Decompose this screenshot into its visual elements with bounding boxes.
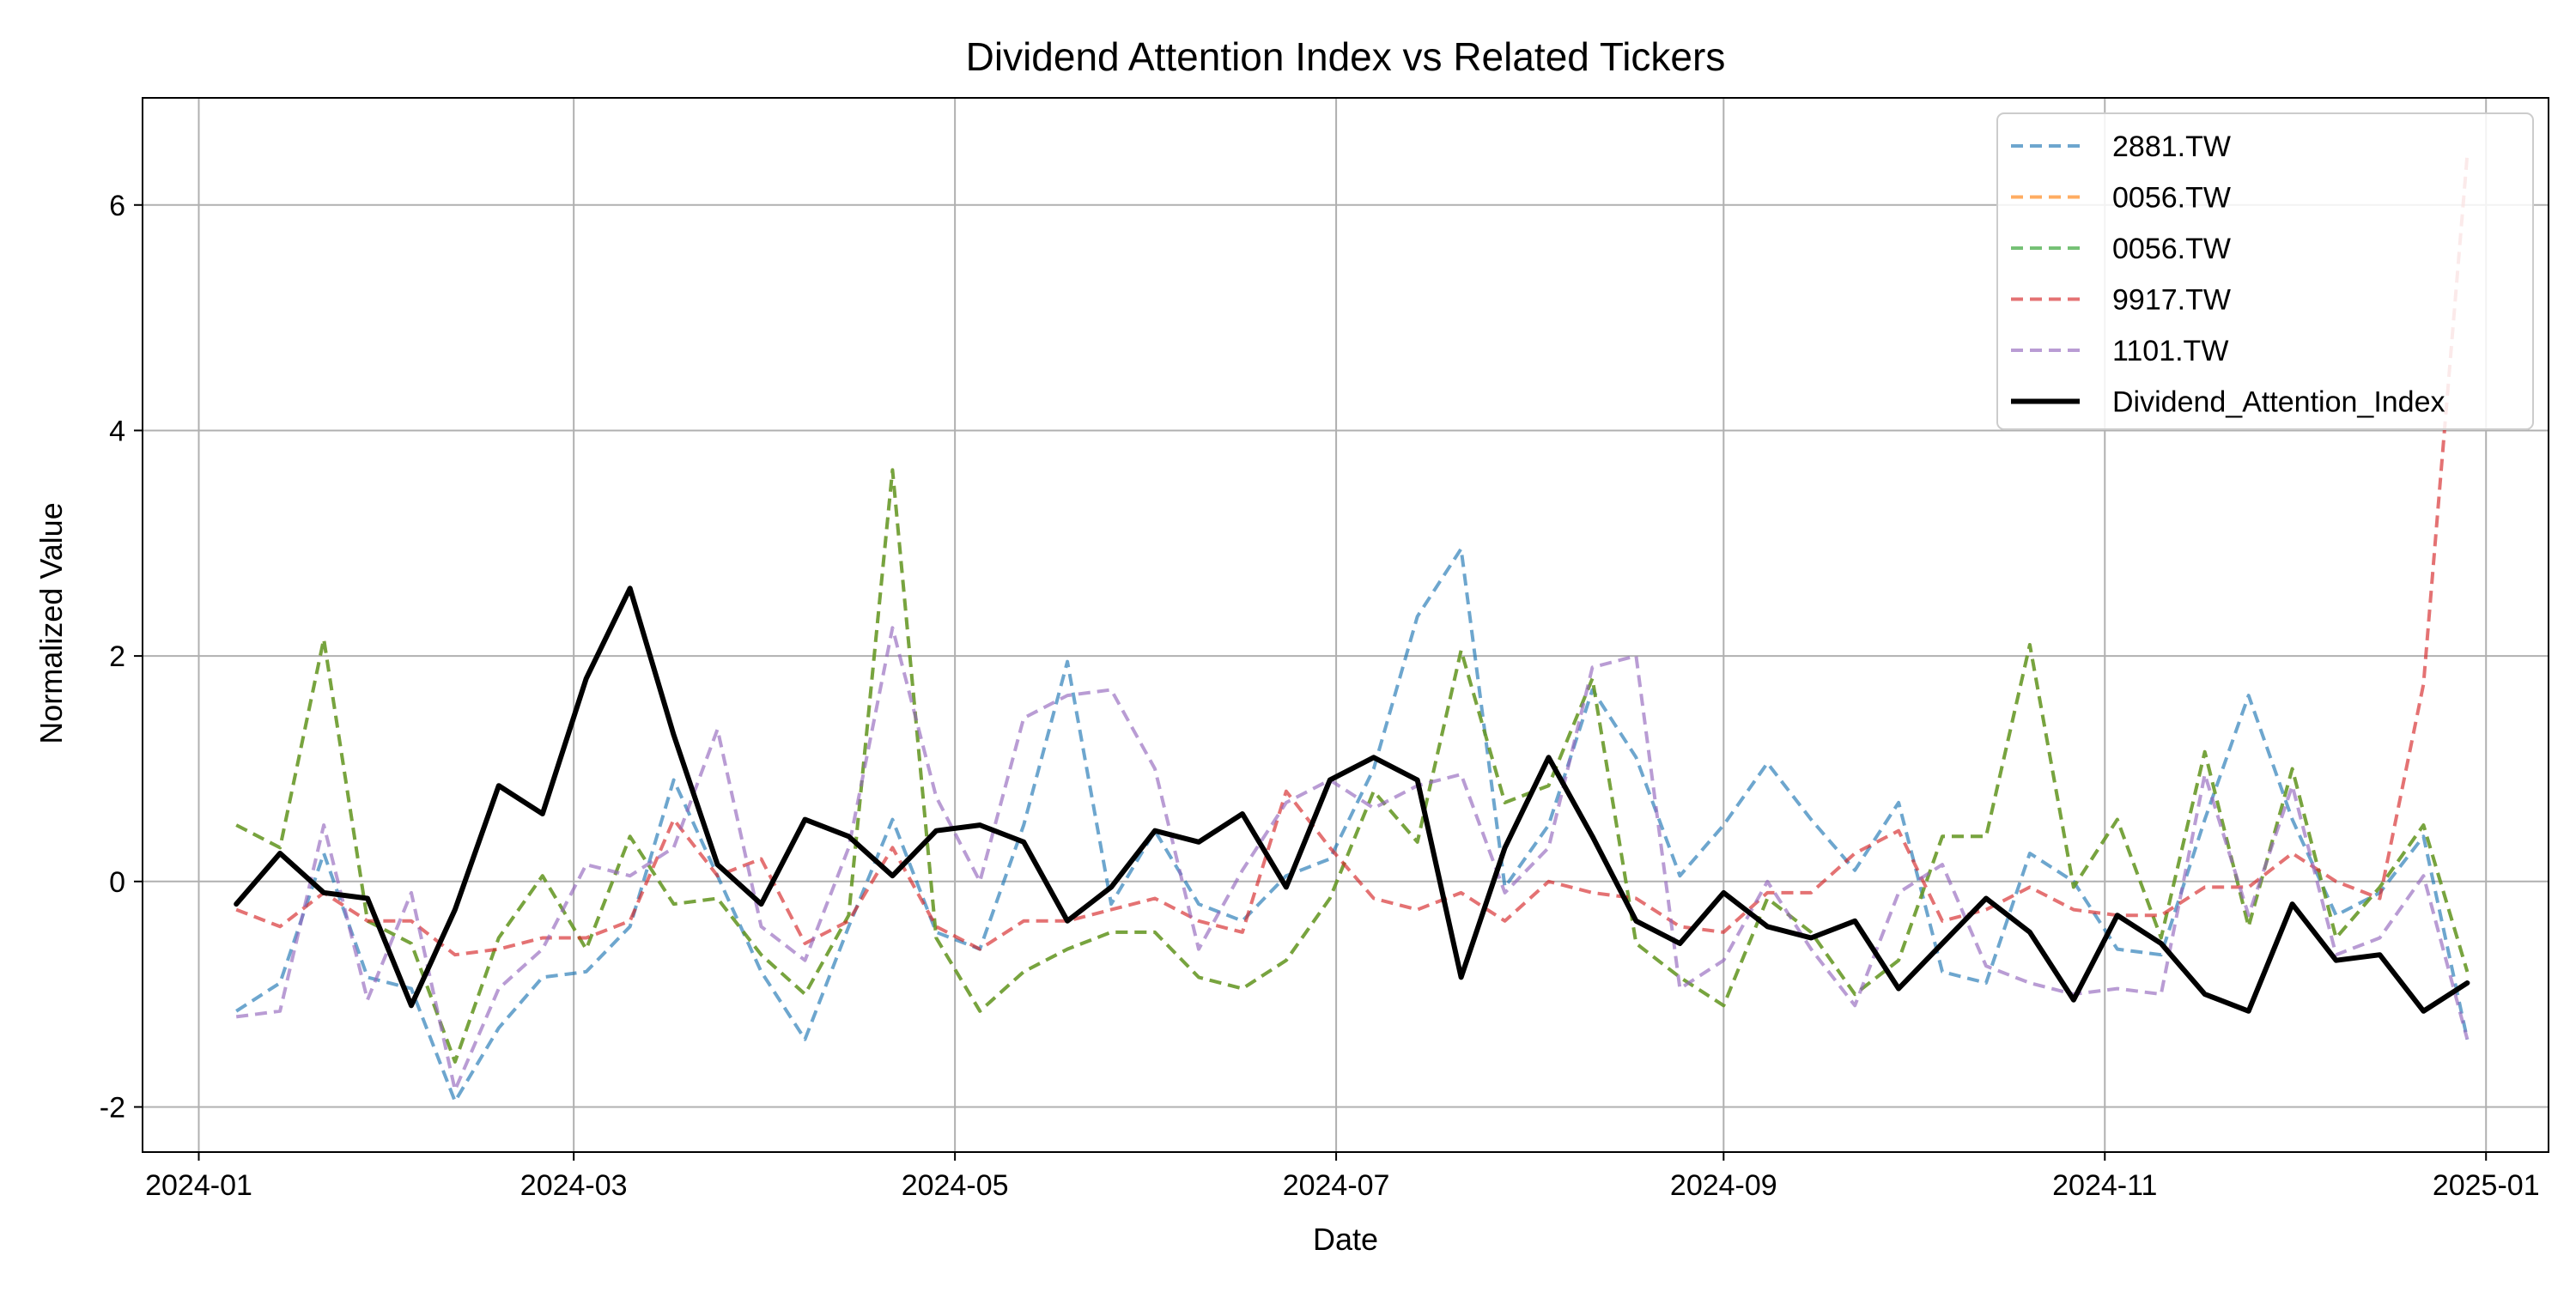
x-tick-label: 2024-07 <box>1283 1169 1390 1202</box>
y-tick-label: 4 <box>109 415 125 447</box>
legend: 2881.TW 0056.TW 0056.TW 9917.TW 1101.TW Divid… <box>1996 112 2534 430</box>
x-tick-label: 2024-05 <box>902 1169 1009 1202</box>
x-tick-label: 2024-09 <box>1670 1169 1777 1202</box>
y-tick-label: -2 <box>100 1091 125 1124</box>
x-tick-label: 2025-01 <box>2433 1169 2540 1202</box>
legend-label-9917-tw: 9917.TW <box>2112 284 2231 317</box>
legend-label-0056-tw: 0056.TW <box>2112 233 2231 265</box>
legend-label-dividend-attention-index: Dividend_Attention_Index <box>2112 386 2445 419</box>
legend-label-0056-tw: 0056.TW <box>2112 182 2231 215</box>
series-line-9917-tw <box>235 154 2470 957</box>
series-lines <box>234 154 2470 1103</box>
grid-lines <box>143 98 2549 1152</box>
legend-box <box>1996 112 2534 430</box>
series-line-0056-tw <box>235 468 2470 1064</box>
y-axis-ticks: -2 0 2 4 6 <box>100 190 143 1124</box>
y-axis-label: Normalized Value <box>33 502 69 743</box>
legend-label-1101-tw: 1101.TW <box>2112 335 2228 367</box>
x-tick-label: 2024-03 <box>520 1169 628 1202</box>
y-tick-label: 6 <box>109 190 125 222</box>
plot-frame <box>142 97 2549 1153</box>
chart-title: Dividend Attention Index vs Related Tick… <box>966 34 1726 79</box>
x-tick-label: 2024-11 <box>2052 1169 2157 1202</box>
y-tick-label: 0 <box>109 866 125 899</box>
x-axis-ticks: 2024-01 2024-03 2024-05 2024-07 2024-09 2024-… <box>145 1152 2540 1202</box>
x-axis-label: Date <box>1313 1222 1378 1257</box>
legend-label-2881-tw: 2881.TW <box>2112 130 2231 163</box>
series-line-1101-tw <box>235 626 2470 1092</box>
y-tick-label: 2 <box>109 640 125 673</box>
series-line-dividend-attention-index <box>234 585 2470 1014</box>
x-tick-label: 2024-01 <box>145 1169 252 1202</box>
series-line-2881-tw <box>235 547 2470 1103</box>
